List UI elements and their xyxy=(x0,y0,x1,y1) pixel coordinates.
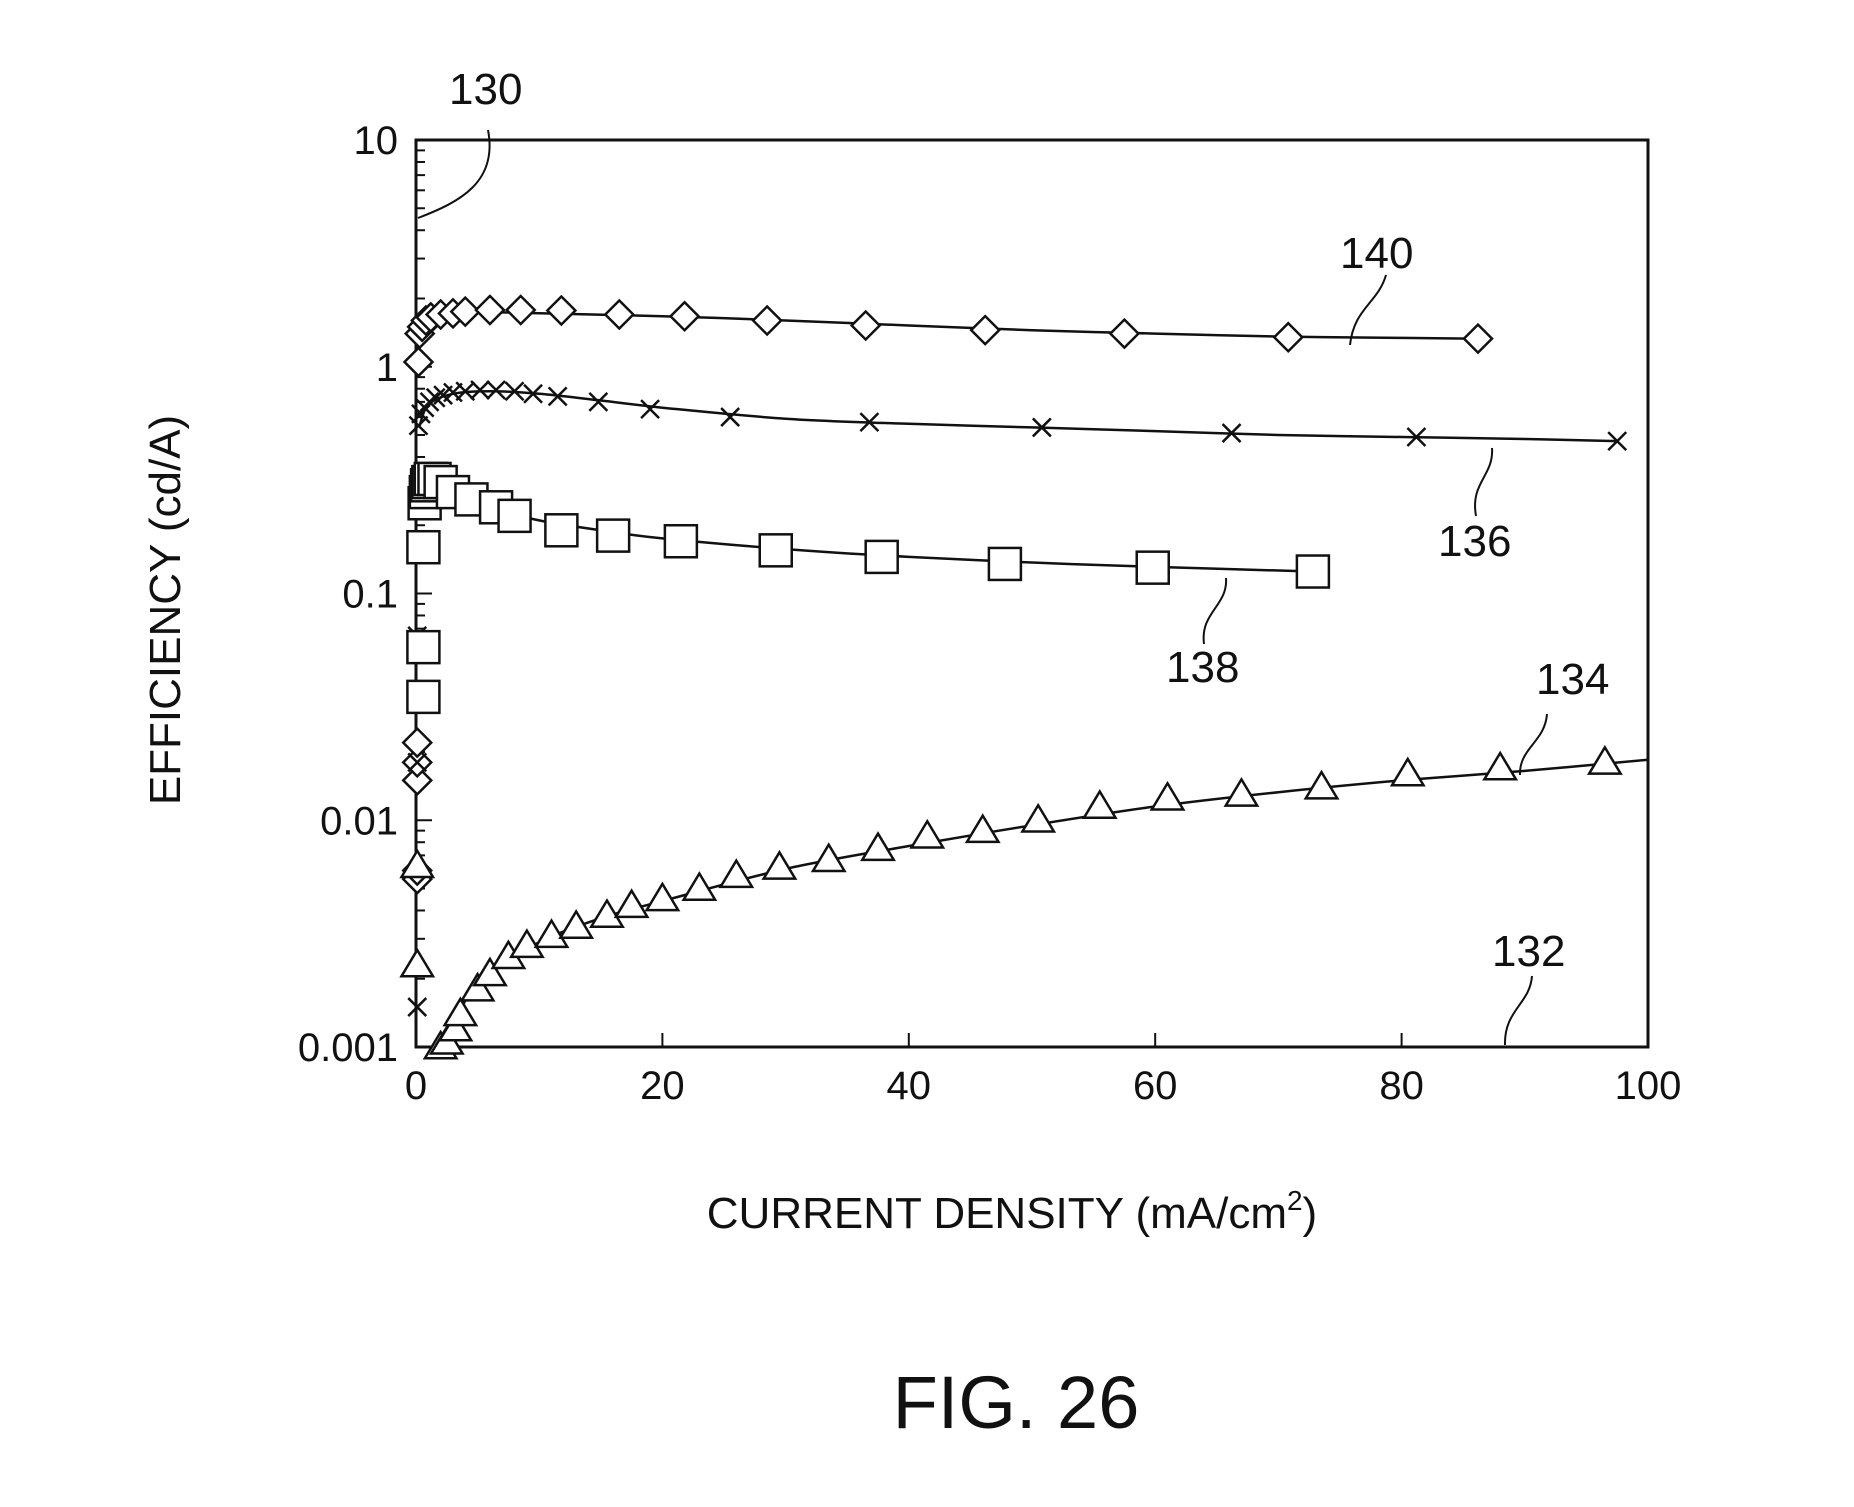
point-136 xyxy=(641,400,659,418)
point-134 xyxy=(967,816,999,842)
point-138 xyxy=(866,541,898,573)
point-140 xyxy=(403,729,431,757)
leader-132 xyxy=(1505,976,1532,1045)
point-138 xyxy=(1137,552,1169,584)
leader-140 xyxy=(1350,275,1386,345)
point-138 xyxy=(407,681,439,713)
ref-label-136: 136 xyxy=(1438,517,1511,566)
point-134 xyxy=(616,891,648,917)
leader-134 xyxy=(1520,714,1547,775)
point-134 xyxy=(1392,759,1424,785)
point-138 xyxy=(499,500,531,532)
figure-caption: FIG. 26 xyxy=(893,1361,1140,1444)
point-134 xyxy=(1226,779,1258,805)
y-tick-label: 0.01 xyxy=(320,799,398,843)
ref-label-132: 132 xyxy=(1492,927,1565,976)
ref-label-140: 140 xyxy=(1340,229,1413,278)
point-138 xyxy=(407,531,439,563)
point-138 xyxy=(989,548,1021,580)
fit-lines xyxy=(420,312,1648,1047)
point-140 xyxy=(1464,325,1492,353)
point-138 xyxy=(597,520,629,552)
point-136 xyxy=(721,408,739,426)
x-tick-label: 0 xyxy=(405,1064,427,1108)
x-tick-label: 20 xyxy=(640,1064,685,1108)
leader-138 xyxy=(1204,578,1226,644)
ref-label-130: 130 xyxy=(449,65,522,114)
y-tick-label: 0.1 xyxy=(342,573,398,617)
point-138 xyxy=(545,514,577,546)
y-axis-title: EFFICIENCY (cd/A) xyxy=(141,415,190,805)
y-tick-label: 0.001 xyxy=(298,1026,398,1070)
x-tick-label: 60 xyxy=(1133,1064,1178,1108)
point-134 xyxy=(764,852,796,878)
point-140 xyxy=(404,348,432,376)
point-140 xyxy=(852,312,880,340)
point-134 xyxy=(684,874,716,900)
y-tick-label: 10 xyxy=(354,119,399,163)
ref-label-138: 138 xyxy=(1166,643,1239,692)
point-134 xyxy=(401,950,433,976)
x-tick-label: 40 xyxy=(887,1064,932,1108)
point-134 xyxy=(445,999,477,1025)
point-140 xyxy=(507,296,535,324)
point-138 xyxy=(760,534,792,566)
point-140 xyxy=(671,302,699,330)
point-134 xyxy=(912,821,944,847)
point-136 xyxy=(471,381,489,399)
point-134 xyxy=(560,911,592,937)
point-140 xyxy=(547,297,575,325)
x-axis-title-close: ) xyxy=(1303,1189,1318,1238)
point-140 xyxy=(971,316,999,344)
leader-130 xyxy=(418,130,490,218)
leader-136 xyxy=(1475,448,1492,516)
fit-line-140 xyxy=(420,312,1482,345)
x-tick-label: 100 xyxy=(1615,1064,1682,1108)
point-134 xyxy=(1306,772,1338,798)
point-134 xyxy=(1589,747,1621,773)
x-axis-title-superscript: 2 xyxy=(1287,1185,1303,1216)
x-axis-title-text: CURRENT DENSITY (mA/cm xyxy=(707,1189,1287,1238)
point-134 xyxy=(1022,805,1054,831)
x-axis-title: CURRENT DENSITY (mA/cm2) xyxy=(707,1185,1317,1238)
point-134 xyxy=(862,834,894,860)
point-134 xyxy=(1484,753,1516,779)
point-140 xyxy=(1110,320,1138,348)
point-140 xyxy=(1274,323,1302,351)
ref-label-134: 134 xyxy=(1536,655,1609,704)
point-138 xyxy=(1297,556,1329,588)
point-140 xyxy=(476,296,504,324)
point-138 xyxy=(665,525,697,557)
y-tick-label: 1 xyxy=(376,346,398,390)
point-140 xyxy=(753,306,781,334)
point-134 xyxy=(1084,791,1116,817)
point-134 xyxy=(401,851,433,877)
point-138 xyxy=(407,631,439,663)
fit-line-136 xyxy=(420,391,1618,441)
data-markers xyxy=(401,296,1626,1058)
x-tick-label: 80 xyxy=(1379,1064,1424,1108)
point-134 xyxy=(1152,783,1184,809)
point-134 xyxy=(721,861,753,887)
point-140 xyxy=(605,300,633,328)
